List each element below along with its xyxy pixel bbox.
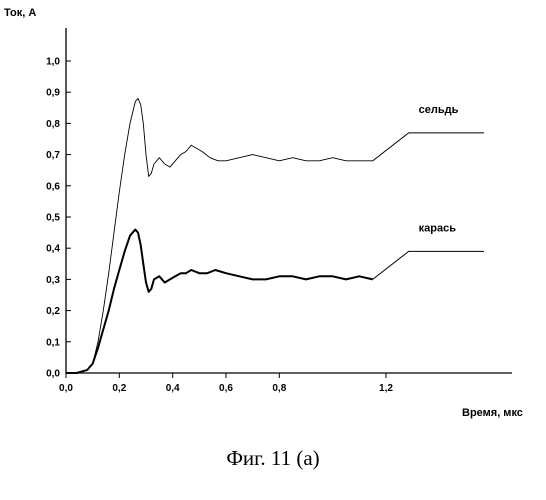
x-tick-label: 0,4	[166, 383, 180, 394]
leader-line-1	[373, 251, 484, 279]
series-lines	[66, 98, 373, 373]
axes	[66, 28, 512, 373]
y-tick-label: 0,3	[46, 275, 60, 286]
x-tick-label: 1,2	[379, 383, 393, 394]
figure-caption: Фиг. 11 (а)	[0, 446, 546, 471]
line-chart: 0,0 0,1 0,2 0,3 0,4 0,5 0,6 0,7 0,8 0,9 1,0 0,0 0,2 0…	[0, 0, 546, 430]
y-tick-label: 0,0	[46, 369, 60, 380]
series-label-0: сельдь	[419, 104, 459, 116]
x-axis-title: Время, мкс	[462, 407, 523, 419]
x-tick-label: 0,6	[219, 383, 233, 394]
series-line-0	[66, 98, 373, 373]
y-tick-label: 0,8	[46, 119, 60, 130]
y-tick-label: 0,7	[46, 150, 60, 161]
leader-line-0	[373, 133, 484, 161]
y-tick-label: 1,0	[46, 57, 60, 68]
series-label-1: карась	[419, 222, 457, 234]
y-tick-label: 0,1	[46, 337, 60, 348]
x-tick-label: 0,2	[112, 383, 126, 394]
y-tick-label: 0,9	[46, 88, 60, 99]
y-tick-label: 0,4	[46, 244, 60, 255]
series-leader-lines: сельдь карась	[373, 104, 484, 280]
y-tick-label: 0,6	[46, 181, 60, 192]
x-tick-label: 0,8	[272, 383, 286, 394]
y-tick-label: 0,2	[46, 306, 60, 317]
x-tick-label: 0,0	[59, 383, 73, 394]
y-axis-title: Ток, А	[4, 7, 36, 19]
ticks: 0,0 0,1 0,2 0,3 0,4 0,5 0,6 0,7 0,8 0,9 1,0 0,0 0,2 0…	[46, 57, 393, 395]
y-tick-label: 0,5	[46, 213, 60, 224]
